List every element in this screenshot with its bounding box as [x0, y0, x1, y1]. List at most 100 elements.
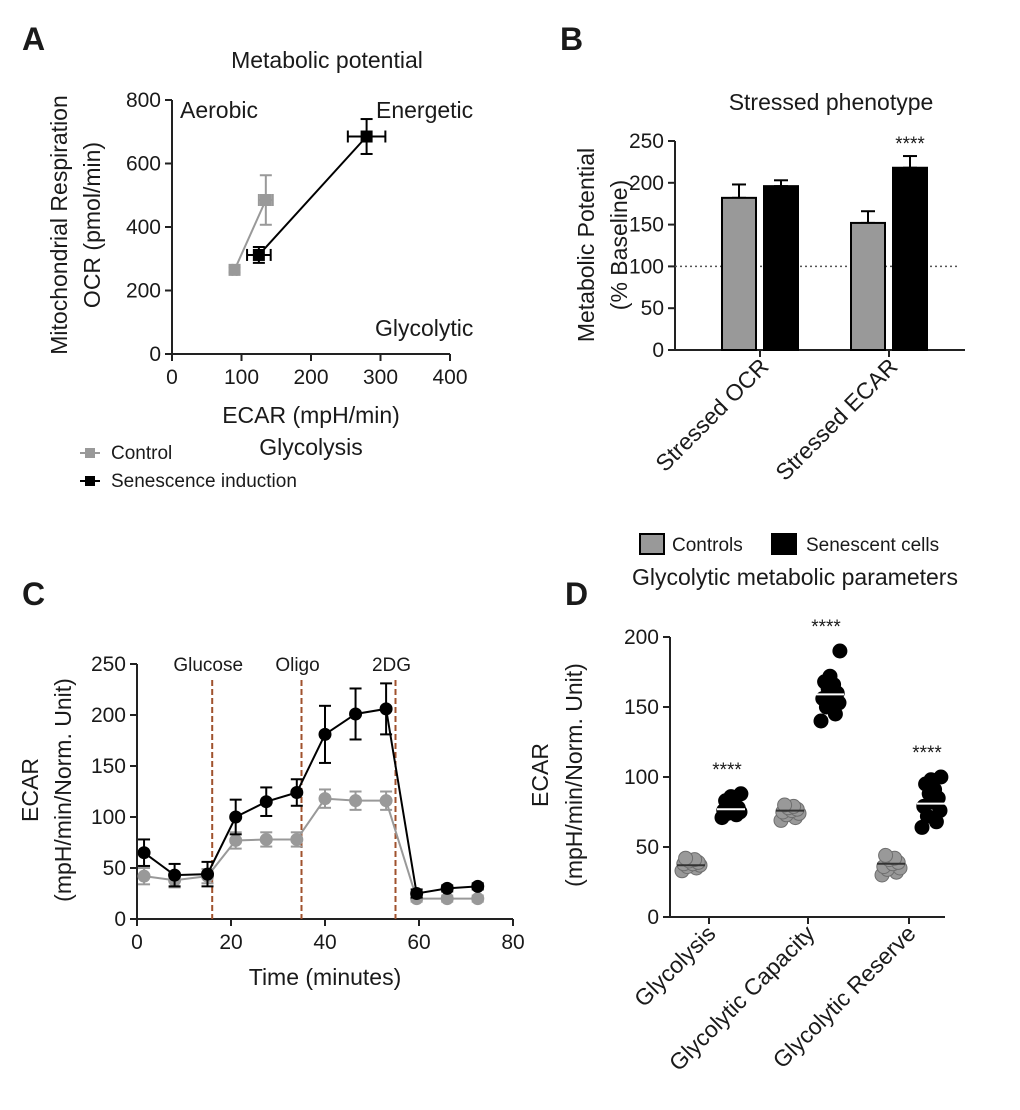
x-tick-label: 80	[501, 931, 524, 954]
x-tick-label: Glycolysis	[629, 920, 721, 1012]
data-point-senescence-induction	[440, 881, 454, 895]
series-line-control	[233, 199, 267, 271]
quadrant-glycolytic: Glycolytic	[375, 315, 473, 341]
data-point-senescence-induction	[360, 130, 373, 143]
data-point-senescence-induction	[290, 786, 304, 800]
panel-d-title: Glycolytic metabolic parameters	[632, 564, 958, 590]
x-tick-label: 200	[293, 366, 328, 389]
data-point-senescence-induction	[229, 810, 243, 824]
panel-c-xlabel: Time (minutes)	[249, 964, 402, 990]
y-tick-label: 0	[114, 908, 126, 931]
series-line-senescence-induction	[143, 707, 478, 895]
y-tick-label: 0	[149, 343, 161, 366]
data-point-control	[471, 892, 485, 906]
data-point-control	[318, 792, 332, 806]
y-tick-label: 150	[629, 214, 664, 237]
y-tick-label: 50	[636, 836, 659, 859]
y-tick-label: 400	[126, 216, 161, 239]
y-tick-label: 800	[126, 89, 161, 112]
panel-b-legend: Controls Senescent cells	[639, 533, 939, 556]
panel-a-title: Metabolic potential	[231, 47, 423, 73]
y-tick-label: 250	[91, 653, 126, 676]
legend-control-marker	[85, 448, 95, 458]
data-point-control	[259, 832, 273, 846]
legend-senescent-label: Senescent cells	[806, 535, 939, 556]
panel-a-chart: Metabolic potential 0 200 400 600 800 0 100 200…	[46, 47, 473, 492]
panel-label-a: A	[22, 21, 45, 57]
panel-b-plot: ****	[675, 134, 958, 351]
significance-label: ****	[912, 743, 942, 764]
data-point-senescence-induction	[201, 867, 214, 881]
data-point-control	[777, 797, 793, 813]
panel-d-ylabel: ECAR	[527, 743, 553, 807]
data-point-senescence-induction	[318, 727, 332, 741]
data-point-senescence-induction	[379, 702, 393, 716]
y-tick-label: 200	[629, 172, 664, 195]
y-tick-label: 0	[647, 906, 659, 929]
significance-label: ****	[811, 617, 841, 638]
data-point-control	[440, 892, 454, 906]
y-tick-label: 0	[652, 339, 664, 362]
legend-senescence-label: Senescence induction	[111, 471, 297, 492]
injection-label: Oligo	[275, 655, 319, 676]
injection-label: Glucose	[173, 655, 243, 676]
data-point-senescent	[822, 668, 838, 684]
series-line-senescence-induction	[258, 135, 368, 256]
bar-senescent-cells	[892, 166, 928, 351]
panel-a-axes: 0 200 400 600 800 0 100 200 300 400	[126, 89, 468, 389]
y-tick-label: 250	[629, 130, 664, 153]
legend-senescence-marker	[85, 476, 95, 486]
data-point-control	[259, 194, 272, 207]
panel-c-axes: 0 50 100 150 200 250 0 20 40 60 80	[91, 653, 525, 954]
data-point-senescence-induction	[349, 707, 363, 721]
data-point-control	[228, 263, 241, 276]
data-point-senescent	[733, 786, 749, 802]
legend-control-label: Control	[111, 443, 172, 464]
bar-controls	[721, 196, 757, 351]
x-tick-label: Stressed ECAR	[770, 353, 902, 485]
legend-controls-swatch	[639, 533, 665, 555]
series-line-control	[143, 797, 478, 900]
y-tick-label: 100	[91, 806, 126, 829]
data-point-senescent	[933, 769, 949, 785]
data-point-senescence-induction	[168, 868, 182, 882]
x-tick-label: 60	[407, 931, 430, 954]
x-tick-label: 40	[313, 931, 336, 954]
panel-b-ylabel2: (% Baseline)	[606, 180, 632, 310]
data-point-control	[349, 794, 363, 808]
data-point-senescence-induction	[259, 795, 273, 809]
legend-controls-label: Controls	[672, 535, 743, 556]
significance-label: ****	[712, 760, 742, 781]
x-tick-label: 100	[224, 366, 259, 389]
data-point-control	[678, 850, 694, 866]
panel-a-ylabel: Mitochondrial Respiration	[46, 95, 72, 355]
y-tick-label: 50	[103, 857, 126, 880]
quadrant-energetic: Energetic	[376, 97, 473, 123]
panel-b-title: Stressed phenotype	[729, 89, 934, 115]
data-point-senescence-induction	[471, 879, 485, 893]
x-tick-label: Stressed OCR	[650, 353, 773, 476]
data-point-senescent	[832, 643, 848, 659]
y-tick-label: 150	[91, 755, 126, 778]
injection-label: 2DG	[372, 655, 411, 676]
x-tick-label: 300	[363, 366, 398, 389]
y-tick-label: 600	[126, 153, 161, 176]
data-point-senescence-induction	[137, 846, 151, 860]
panel-d-chart: Glycolytic metabolic parameters 0 50 100 15…	[527, 564, 958, 1076]
bar-senescent-cells	[763, 185, 799, 351]
y-tick-label: 200	[126, 280, 161, 303]
data-point-control	[379, 794, 393, 808]
y-tick-label: 200	[91, 704, 126, 727]
panel-b-chart: Stressed phenotype 0 50 100 150 200 250 Stress…	[573, 89, 965, 556]
panel-c-plot: Glucose Oligo 2DG	[137, 655, 485, 919]
panel-b-ylabel: Metabolic Potential	[573, 148, 599, 342]
y-tick-label: 50	[641, 297, 664, 320]
quadrant-aerobic: Aerobic	[180, 97, 258, 123]
x-tick-label: 400	[432, 366, 467, 389]
data-point-control	[229, 833, 243, 847]
legend-senescent-swatch	[771, 533, 797, 555]
data-point-control	[137, 869, 151, 883]
